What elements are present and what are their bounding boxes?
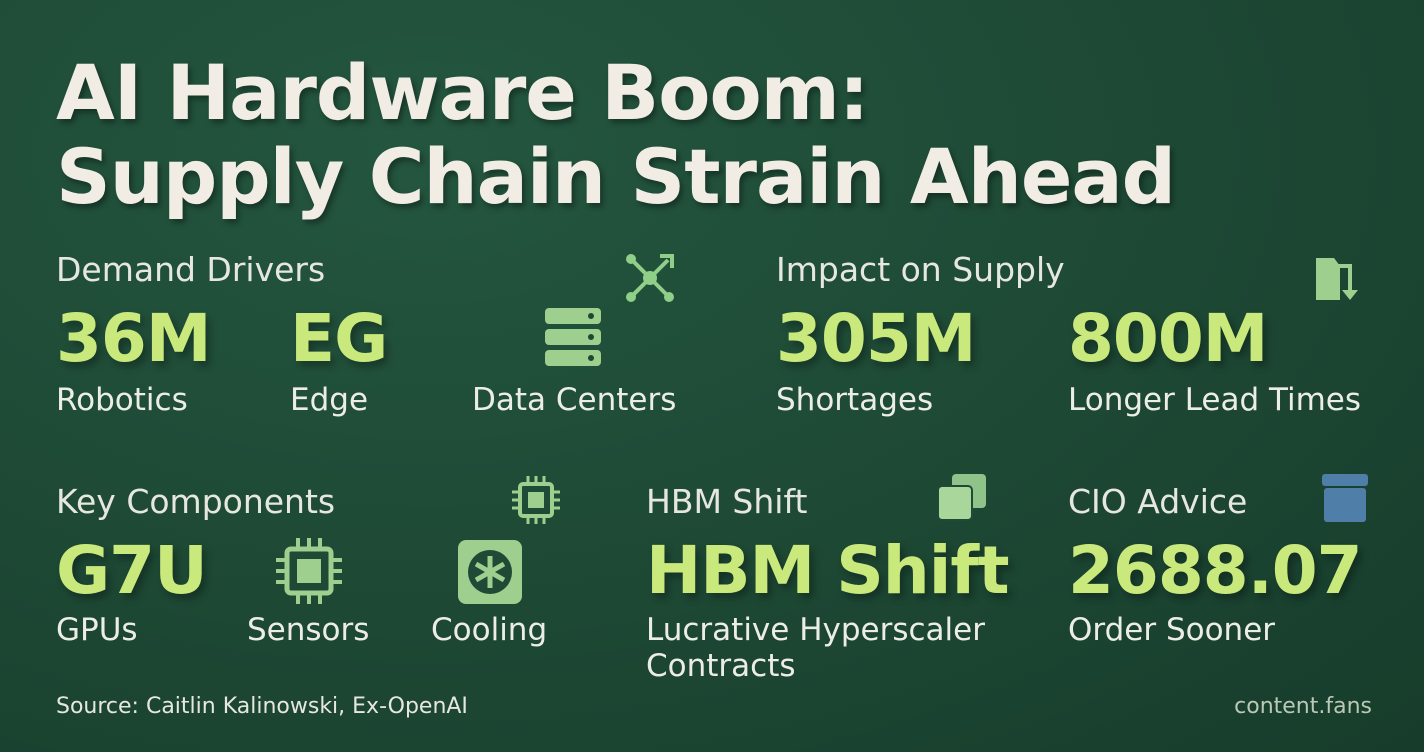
stat-value: EG: [290, 300, 388, 377]
stat-value: 305M: [776, 300, 976, 377]
title-line: AI Hardware Boom:: [56, 48, 869, 137]
title-line: Supply Chain Strain Ahead: [56, 132, 1176, 221]
section-heading: Demand Drivers: [56, 250, 326, 289]
box-icon: [1322, 474, 1368, 522]
stat-value: G7U: [56, 532, 208, 609]
section-heading: CIO Advice: [1068, 482, 1248, 521]
section-heading: Impact on Supply: [776, 250, 1065, 289]
brand: content.fans: [1234, 694, 1372, 719]
section-heading: HBM Shift: [646, 482, 808, 521]
section-heading: Key Components: [56, 482, 336, 521]
network-icon: [626, 254, 674, 302]
stat-label: Order Sooner: [1068, 612, 1276, 648]
stat-value: HBM Shift: [646, 532, 1010, 609]
stat-label: Edge: [290, 382, 369, 418]
stat-label: Data Centers: [472, 382, 677, 418]
stat-label: Cooling: [431, 612, 548, 648]
stat-label: GPUs: [56, 612, 138, 648]
chip-icon: [512, 476, 560, 524]
server-icon: [545, 308, 601, 366]
sensor-icon: [276, 538, 342, 604]
stat-value: 2688.07: [1068, 532, 1363, 609]
stat-label: Lucrative Hyperscaler Contracts: [646, 612, 985, 684]
supply-icon: [1316, 258, 1358, 300]
stat-label: Sensors: [247, 612, 370, 648]
cooling-icon: [458, 540, 522, 604]
stat-value: 36M: [56, 300, 212, 377]
stat-label: Robotics: [56, 382, 188, 418]
layers-icon: [938, 474, 986, 521]
stat-label: Shortages: [776, 382, 934, 418]
source: Source: Caitlin Kalinowski, Ex-OpenAI: [56, 694, 468, 719]
stat-value: 800M: [1068, 300, 1268, 377]
stat-label: Longer Lead Times: [1068, 382, 1362, 418]
